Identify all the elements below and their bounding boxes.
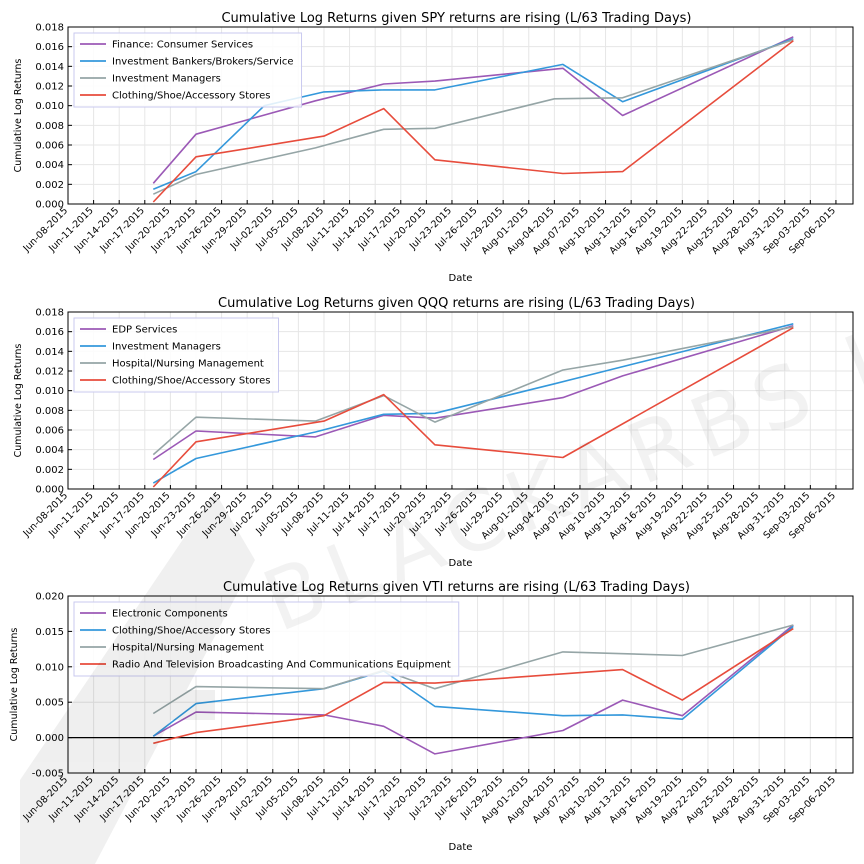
y-axis-label: Cumulative Log Returns: [13, 344, 24, 458]
series-line-1: [152, 624, 794, 755]
series-line-3: [152, 39, 794, 195]
x-axis-label: Date: [449, 842, 473, 853]
legend-label: Hospital/Nursing Management: [112, 359, 264, 370]
chart-panel-3: -0.0050.0000.0050.0100.0150.020Jun-08-20…: [9, 580, 854, 853]
y-tick-label: 0.010: [35, 101, 64, 112]
y-tick-label: 0.012: [35, 367, 64, 378]
series-line-2: [152, 323, 794, 484]
y-tick-label: 0.006: [35, 141, 64, 152]
series-line-3: [152, 624, 794, 715]
legend-label: Investment Managers: [112, 74, 221, 85]
y-tick-label: 0.004: [35, 160, 64, 171]
x-axis-label: Date: [449, 558, 473, 569]
y-tick-label: 0.006: [35, 426, 64, 437]
legend-label: EDP Services: [112, 325, 177, 336]
legend-label: Hospital/Nursing Management: [112, 643, 264, 654]
series-line-4: [153, 627, 794, 745]
series-line-1: [152, 36, 794, 184]
series-line-1: [152, 325, 794, 461]
y-tick-label: 0.002: [35, 180, 64, 191]
legend-label: Radio And Television Broadcasting And Co…: [112, 660, 451, 671]
y-tick-label: 0.015: [35, 627, 64, 638]
y-tick-label: 0.010: [35, 386, 64, 397]
legend: EDP Services Investment Managers Hospital/…: [73, 317, 279, 393]
plot-frame: [67, 311, 854, 490]
legend: Electronic Components Clothing/Shoe/Acces…: [73, 601, 460, 677]
legend-box: [73, 32, 303, 108]
grid: [67, 311, 853, 490]
y-tick-label: 0.012: [35, 82, 64, 93]
y-tick-label: 0.000: [35, 200, 64, 211]
y-tick-label: 0.014: [35, 347, 64, 358]
legend-label: Investment Managers: [112, 342, 221, 353]
series-line-3: [152, 326, 794, 456]
plot-frame: [67, 595, 854, 774]
y-tick-label: 0.010: [35, 662, 64, 673]
series-line-2: [152, 625, 794, 737]
y-tick-label: 0.000: [35, 485, 64, 496]
legend-label: Finance: Consumer Services: [112, 40, 253, 51]
x-axis-label: Date: [449, 273, 473, 284]
y-axis-label: Cumulative Log Returns: [9, 628, 20, 742]
plot-frame: [67, 26, 854, 205]
y-tick-label: 0.016: [35, 42, 64, 53]
chart-title: Cumulative Log Returns given SPY returns…: [221, 11, 691, 26]
y-tick-label: 0.004: [35, 445, 64, 456]
y-tick-label: 0.020: [35, 592, 64, 603]
series-line-4: [152, 40, 794, 203]
y-tick-label: 0.000: [35, 733, 64, 744]
y-tick-label: 0.005: [35, 698, 64, 709]
y-tick-label: -0.005: [32, 769, 64, 780]
y-tick-label: 0.002: [35, 465, 64, 476]
y-tick-label: 0.016: [35, 327, 64, 338]
chart-title: Cumulative Log Returns given VTI returns…: [223, 580, 690, 595]
legend-label: Clothing/Shoe/Accessory Stores: [112, 626, 271, 637]
y-tick-label: 0.014: [35, 62, 64, 73]
legend-box: [73, 317, 279, 393]
legend-label: Clothing/Shoe/Accessory Stores: [112, 91, 271, 102]
chart-panel-1: 0.000 0.002 0.004 0.006 0.008 0.010 0.012 0.014…: [13, 11, 854, 284]
y-axis-label: Cumulative Log Returns: [13, 59, 24, 173]
legend-label: Electronic Components: [112, 609, 228, 620]
legend-box: [73, 601, 460, 677]
legend-label: Investment Bankers/Brokers/Service: [112, 57, 294, 68]
y-tick-label: 0.018: [35, 308, 64, 319]
series-line-4: [152, 327, 794, 488]
y-tick-label: 0.008: [35, 406, 64, 417]
chart-title: Cumulative Log Returns given QQQ returns…: [218, 296, 695, 311]
legend-label: Clothing/Shoe/Accessory Stores: [112, 376, 271, 387]
y-tick-label: 0.018: [35, 23, 64, 34]
legend: Finance: Consumer Services Investment Ban…: [73, 32, 303, 108]
y-tick-label: 0.008: [35, 121, 64, 132]
series-line-2: [152, 38, 794, 191]
